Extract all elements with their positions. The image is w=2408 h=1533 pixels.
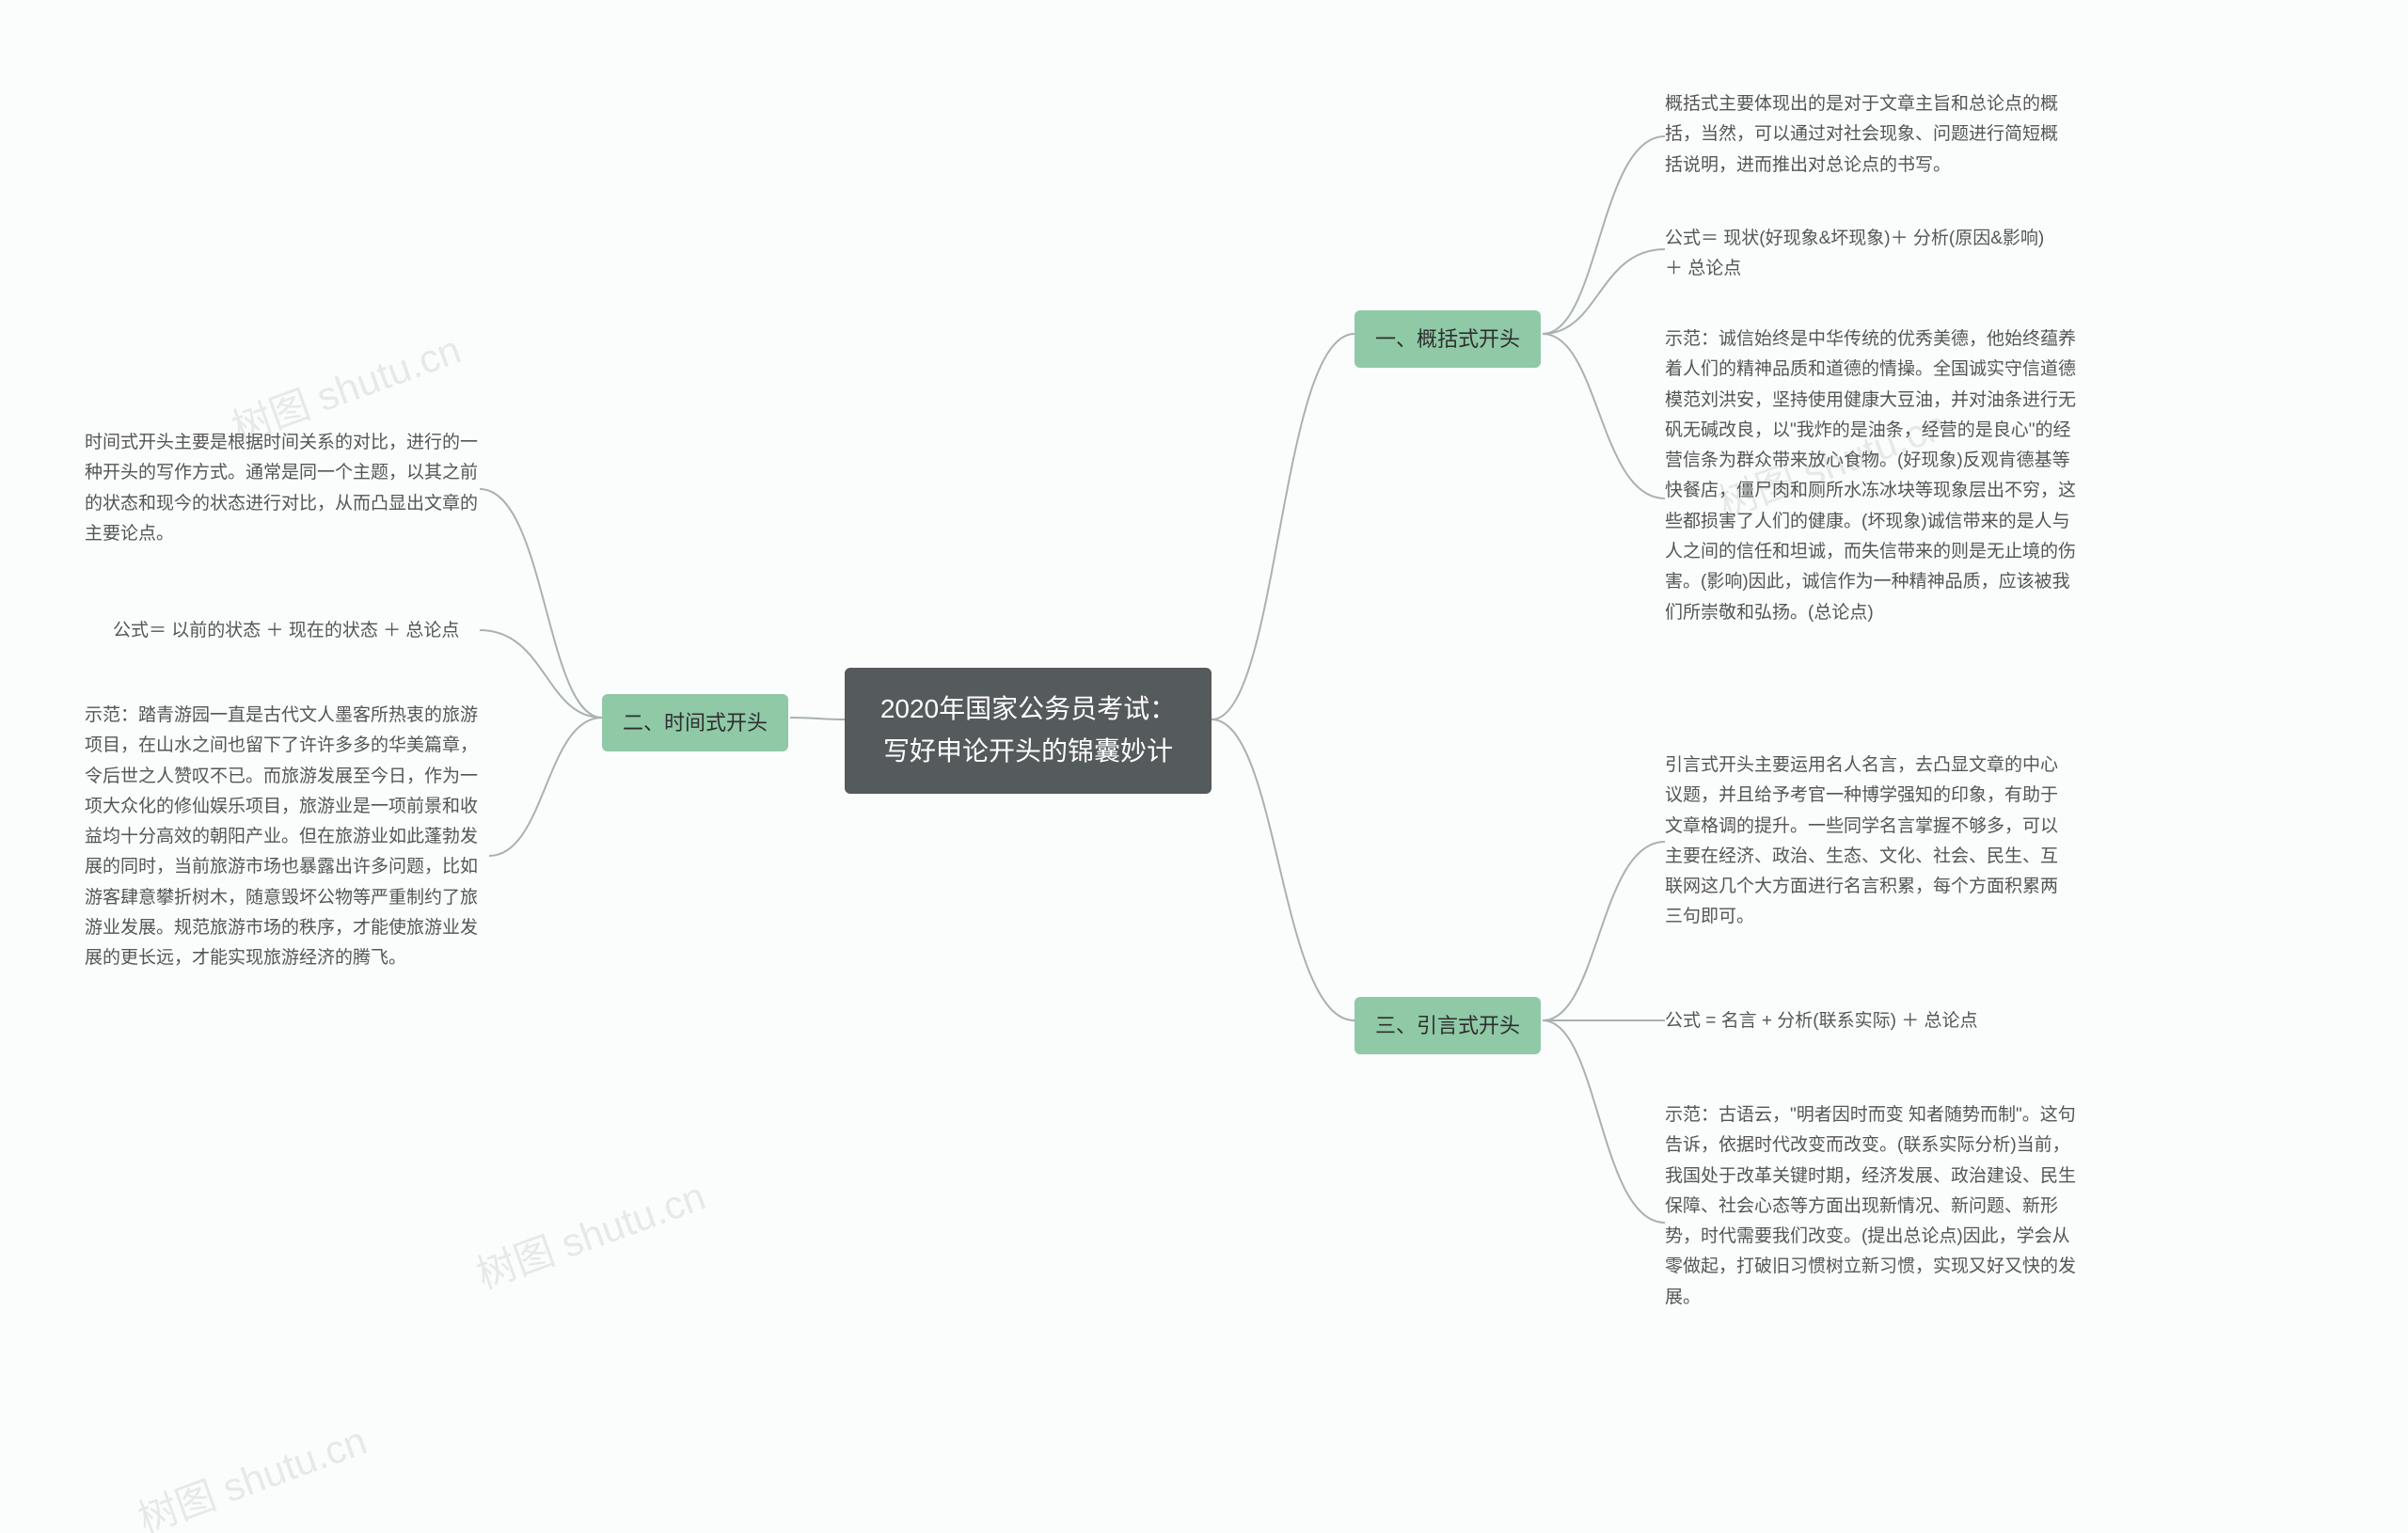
leaf-node[interactable]: 公式＝ 以前的状态 ＋ 现在的状态 ＋ 总论点 [113,616,480,646]
leaf-node[interactable]: 时间式开头主要是根据时间关系的对比，进行的一种开头的写作方式。通常是同一个主题，… [85,428,480,549]
leaf-node[interactable]: 公式＝ 现状(好现象&坏现象)＋ 分析(原因&影响)＋ 总论点 [1665,224,2060,285]
watermark: 树图 shutu.cn [467,1164,712,1300]
leaf-node[interactable]: 概括式主要体现出的是对于文章主旨和总论点的概括，当然，可以通过对社会现象、问题进… [1665,89,2060,181]
leaf-node[interactable]: 示范：诚信始终是中华传统的优秀美德，他始终蕴养着人们的精神品质和道德的情操。全国… [1665,324,2079,628]
leaf-node[interactable]: 示范：古语云，"明者因时而变 知者随势而制"。这句告诉，依据时代改变而改变。(联… [1665,1100,2079,1313]
branch-node-2[interactable]: 二、时间式开头 [602,694,788,751]
branch-node-3[interactable]: 三、引言式开头 [1354,997,1541,1054]
leaf-node[interactable]: 引言式开头主要运用名人名言，去凸显文章的中心议题，并且给予考官一种博学强知的印象… [1665,751,2060,933]
leaf-node[interactable]: 公式 = 名言 + 分析(联系实际) ＋ 总论点 [1665,1006,2060,1036]
mindmap-center-node[interactable]: 2020年国家公务员考试： 写好申论开头的锦囊妙计 [845,668,1212,794]
center-line1: 2020年国家公务员考试： [873,688,1183,731]
center-line2: 写好申论开头的锦囊妙计 [873,731,1183,773]
leaf-node[interactable]: 示范：踏青游园一直是古代文人墨客所热衷的旅游项目，在山水之间也留下了许许多多的华… [85,701,489,974]
branch-node-1[interactable]: 一、概括式开头 [1354,310,1541,368]
watermark: 树图 shutu.cn [129,1409,373,1533]
